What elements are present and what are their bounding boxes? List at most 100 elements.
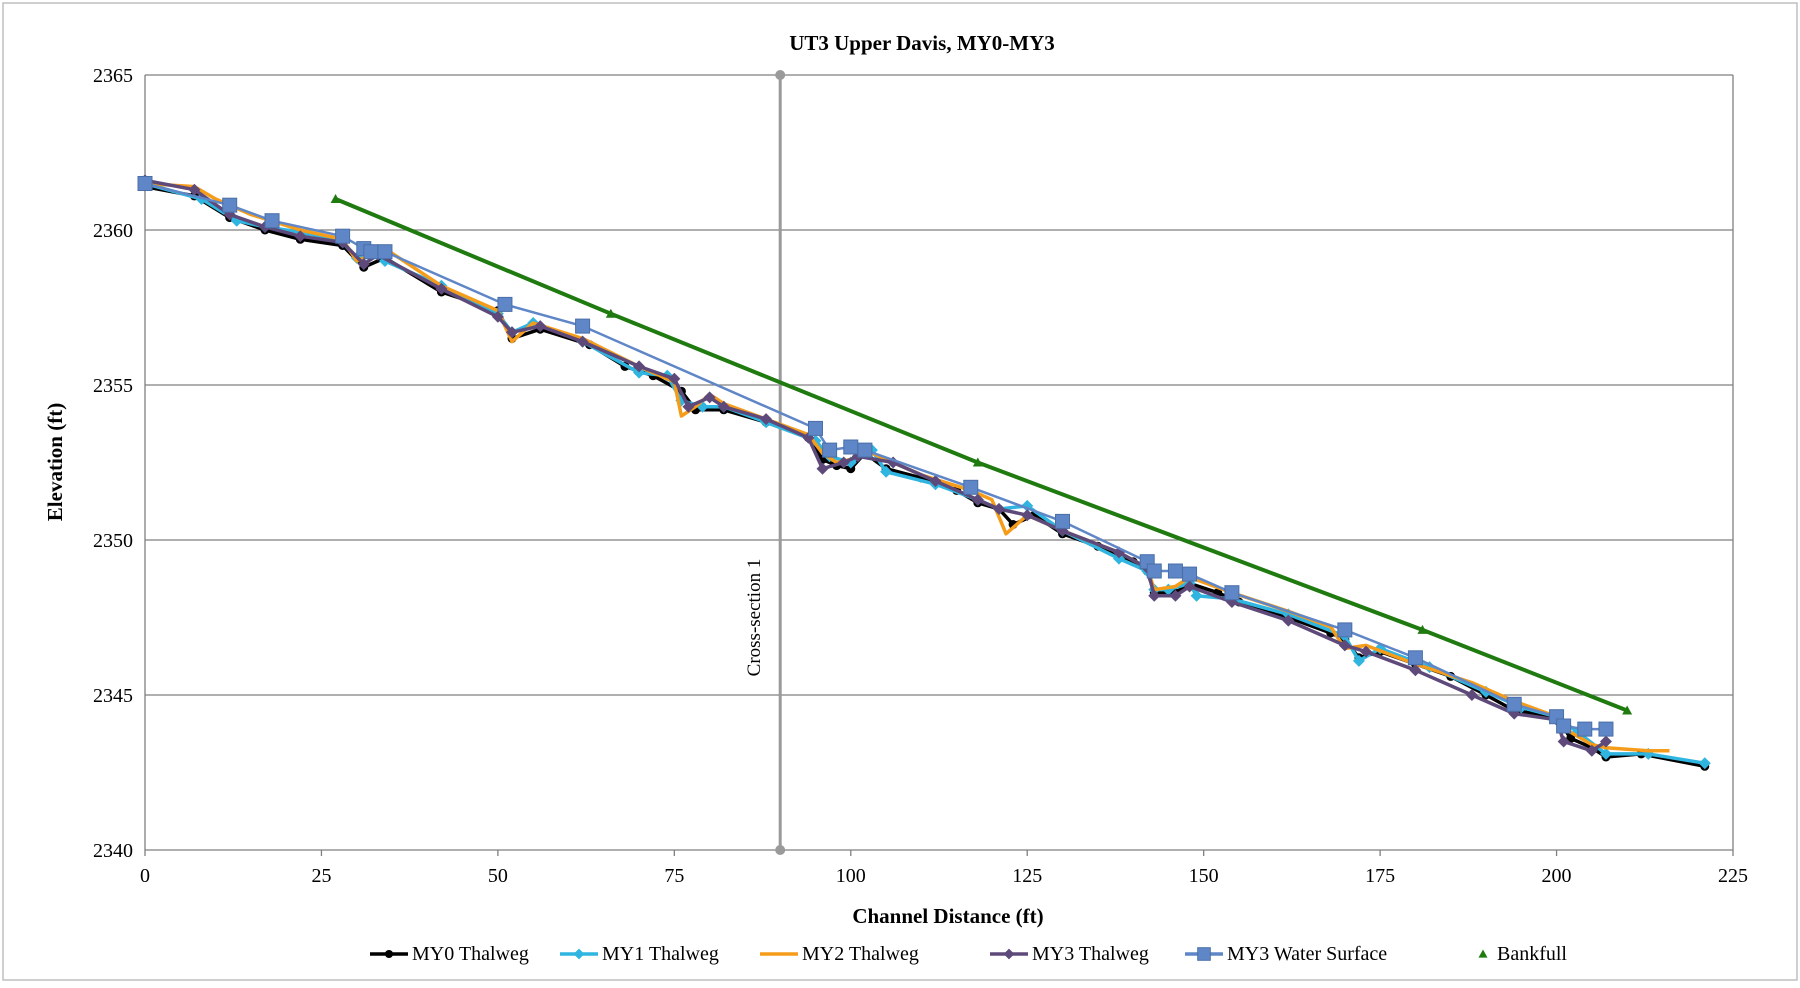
legend-item-my3: MY3 Thalweg <box>990 943 1149 965</box>
y-tick-label: 2355 <box>93 375 133 397</box>
data-point-my3ws <box>822 442 838 458</box>
legend-marker-my3ws <box>1197 947 1211 961</box>
y-tick-label: 2340 <box>93 840 133 862</box>
data-point-my3ws <box>1577 721 1593 737</box>
data-point-my3 <box>294 230 307 243</box>
data-point-my3ws <box>963 479 979 495</box>
data-point-my3 <box>1282 614 1295 627</box>
y-tick-label: 2350 <box>93 530 133 552</box>
data-point-my3 <box>717 400 730 413</box>
data-point-my3 <box>534 320 547 333</box>
legend-marker-my0 <box>384 949 394 959</box>
data-point-my3 <box>1169 589 1182 602</box>
data-point-my3ws <box>1556 718 1572 734</box>
series-bankfull <box>330 194 1633 715</box>
legend-item-my0: MY0 Thalweg <box>370 943 529 965</box>
legend-item-bankfull: Bankfull <box>1478 943 1567 965</box>
data-point-my3 <box>837 456 850 469</box>
legend-label-my1: MY1 Thalweg <box>602 943 719 965</box>
data-point-my3 <box>1465 689 1478 701</box>
data-point-my3 <box>576 335 589 348</box>
data-point-my3ws <box>1506 696 1522 712</box>
x-tick-label: 125 <box>1012 865 1042 887</box>
y-tick-label: 2345 <box>93 685 133 707</box>
data-point-my3ws <box>807 420 823 436</box>
data-point-my3 <box>1585 744 1598 757</box>
x-tick-label: 75 <box>664 865 684 887</box>
legend-label-my3: MY3 Thalweg <box>1032 943 1149 965</box>
data-point-my3 <box>1183 580 1196 593</box>
legend-label-my3ws: MY3 Water Surface <box>1227 943 1387 965</box>
data-point-my3 <box>992 503 1005 515</box>
legend-label-bankfull: Bankfull <box>1497 943 1567 965</box>
y-tick-label: 2365 <box>93 65 133 87</box>
data-point-my3 <box>1148 589 1161 602</box>
data-point-my3 <box>668 372 681 385</box>
data-point-my3ws <box>377 244 393 260</box>
cross-section-label: Cross-section 1 <box>744 559 765 677</box>
data-point-bankfull <box>1622 705 1633 715</box>
x-tick-label: 50 <box>488 865 508 887</box>
data-point-my3ws <box>363 244 379 260</box>
data-point-my3 <box>1338 639 1351 652</box>
data-point-my3ws <box>335 228 351 244</box>
data-point-my3 <box>506 326 519 339</box>
y-axis-title: Elevation (ft) <box>43 403 67 521</box>
x-tick-label: 150 <box>1189 865 1219 887</box>
data-point-my3 <box>682 400 695 413</box>
data-point-my3ws <box>1055 513 1071 529</box>
data-point-my1 <box>1599 747 1612 760</box>
x-tick-label: 0 <box>140 865 150 887</box>
data-point-my1 <box>1698 757 1711 770</box>
data-point-bankfull <box>605 308 616 318</box>
cross-section-layer: Cross-section 1 <box>744 70 786 855</box>
data-point-my3ws <box>575 318 591 334</box>
data-point-my3ws <box>1182 566 1198 582</box>
x-tick-label: 25 <box>311 865 331 887</box>
data-point-my1 <box>1352 654 1365 667</box>
legend-label-my0: MY0 Thalweg <box>412 943 529 965</box>
data-point-my3 <box>188 183 201 196</box>
data-point-my3ws <box>843 439 859 455</box>
x-tick-label: 225 <box>1718 865 1748 887</box>
legend-label-my2: MY2 Thalweg <box>802 943 919 965</box>
data-point-my3ws <box>137 176 153 191</box>
data-point-my3 <box>1557 735 1570 748</box>
data-point-my0 <box>846 464 856 474</box>
data-point-my3 <box>929 475 942 488</box>
data-point-my3ws <box>1167 563 1183 579</box>
axis-layer: 2340 2345 2350 2355 2360 2365 0 25 50 75 100 125 150… <box>93 65 1748 887</box>
data-point-my3 <box>491 310 504 323</box>
x-tick-label: 175 <box>1365 865 1395 887</box>
data-point-my3ws <box>1407 650 1423 666</box>
data-point-my3 <box>357 258 370 271</box>
data-point-bankfull <box>1417 624 1428 634</box>
data-point-my3 <box>1409 664 1422 677</box>
chart-title: UT3 Upper Davis, MY0-MY3 <box>789 31 1055 55</box>
data-point-my3ws <box>264 213 280 229</box>
legend-marker-my3 <box>1003 948 1015 960</box>
data-point-my3 <box>1359 645 1372 658</box>
cross-section-bottom-dot <box>775 845 786 855</box>
data-point-my3ws <box>497 296 513 312</box>
data-point-bankfull <box>330 194 341 203</box>
data-point-my3ws <box>222 197 238 213</box>
data-point-my3 <box>816 462 829 475</box>
data-point-my3 <box>1599 735 1612 748</box>
data-point-my3 <box>971 493 984 506</box>
data-point-my3 <box>633 360 646 373</box>
x-tick-label: 100 <box>836 865 866 887</box>
x-axis-title: Channel Distance (ft) <box>852 904 1043 928</box>
legend-swatch-bankfull <box>1478 949 1488 958</box>
data-point-my1 <box>880 465 893 478</box>
data-point-my1 <box>1190 589 1203 602</box>
data-point-my3ws <box>1146 563 1162 579</box>
legend-marker-my1 <box>573 948 585 960</box>
data-point-my3 <box>1021 509 1034 522</box>
series-my3ws <box>137 176 1614 737</box>
data-point-my3ws <box>1224 585 1240 601</box>
data-point-my3 <box>703 391 716 404</box>
